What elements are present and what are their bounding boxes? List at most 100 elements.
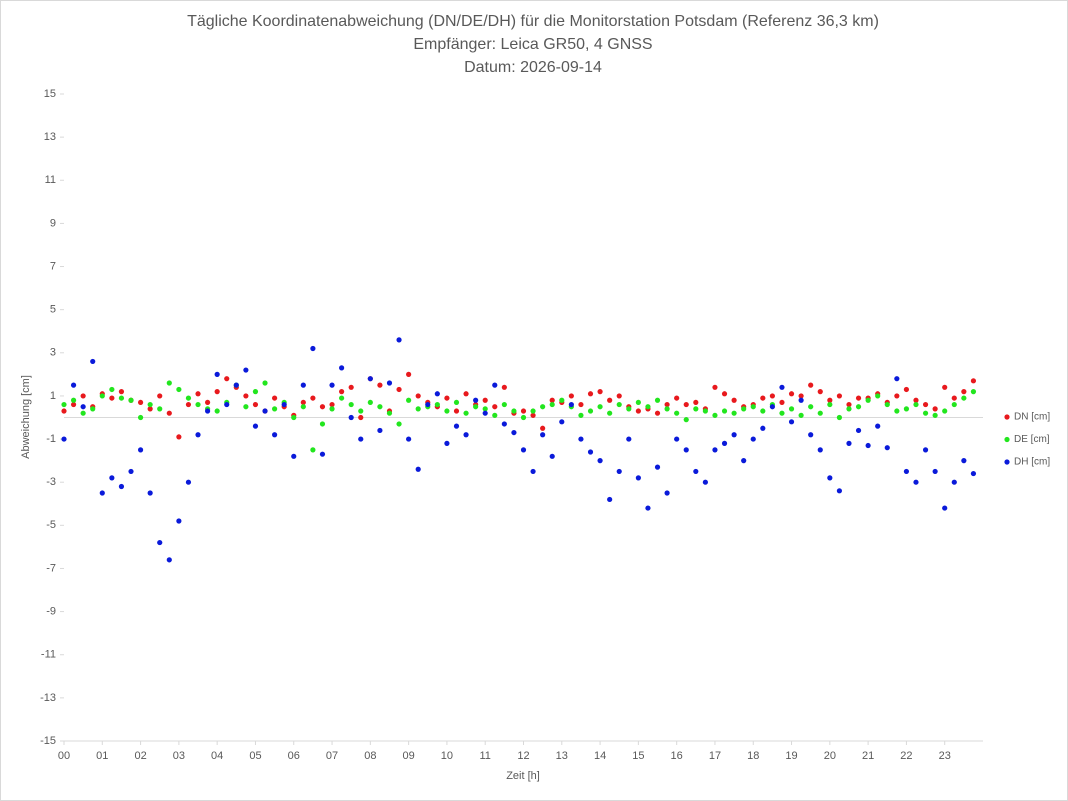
y-tick-label: -1 bbox=[46, 433, 56, 445]
data-point bbox=[377, 404, 383, 410]
data-point bbox=[70, 382, 77, 388]
data-point bbox=[683, 401, 689, 408]
data-point bbox=[568, 401, 574, 408]
data-point bbox=[913, 479, 919, 485]
data-point bbox=[951, 479, 957, 485]
data-point bbox=[865, 397, 871, 403]
data-point bbox=[530, 468, 536, 475]
data-point bbox=[473, 397, 479, 403]
data-point bbox=[626, 406, 632, 412]
data-point bbox=[578, 412, 584, 418]
data-point bbox=[769, 404, 775, 410]
data-point bbox=[587, 449, 594, 455]
data-point bbox=[894, 376, 900, 382]
data-point bbox=[348, 414, 354, 421]
data-point bbox=[654, 464, 661, 470]
data-point bbox=[118, 389, 125, 395]
data-point bbox=[444, 395, 450, 401]
data-point bbox=[70, 401, 77, 408]
data-point bbox=[951, 395, 957, 401]
data-point bbox=[482, 397, 488, 403]
data-point bbox=[721, 408, 728, 414]
x-tick-label: 09 bbox=[403, 750, 415, 762]
data-point bbox=[195, 432, 201, 438]
data-point bbox=[654, 397, 661, 403]
data-point bbox=[329, 401, 335, 408]
y-tick-label: -11 bbox=[41, 649, 56, 661]
data-point bbox=[157, 539, 163, 546]
data-point bbox=[406, 436, 412, 442]
data-point bbox=[386, 380, 393, 386]
data-point bbox=[731, 410, 737, 416]
data-point bbox=[118, 483, 125, 490]
data-point bbox=[855, 395, 862, 401]
data-point bbox=[922, 401, 929, 408]
data-point bbox=[750, 404, 756, 410]
data-point bbox=[817, 410, 823, 416]
data-point bbox=[243, 404, 249, 410]
data-point bbox=[683, 447, 689, 453]
data-point bbox=[827, 397, 833, 403]
data-point bbox=[712, 412, 718, 418]
data-point bbox=[875, 393, 881, 399]
data-point bbox=[942, 408, 948, 414]
data-point bbox=[693, 468, 699, 475]
data-point bbox=[702, 408, 708, 414]
data-point bbox=[70, 397, 77, 403]
x-tick-label: 02 bbox=[134, 750, 146, 762]
data-point bbox=[358, 414, 364, 421]
data-point bbox=[836, 393, 843, 399]
data-point bbox=[157, 406, 163, 412]
x-tick-label: 11 bbox=[479, 750, 490, 762]
data-point bbox=[329, 382, 335, 388]
data-point bbox=[339, 395, 345, 401]
data-point bbox=[520, 447, 527, 453]
x-tick-label: 08 bbox=[364, 750, 376, 762]
data-point bbox=[453, 423, 460, 429]
data-point bbox=[846, 406, 852, 412]
data-point bbox=[607, 496, 613, 503]
data-point bbox=[597, 404, 603, 410]
data-point bbox=[693, 399, 699, 406]
data-point bbox=[635, 475, 641, 481]
data-point bbox=[463, 432, 469, 438]
data-point bbox=[396, 337, 402, 343]
data-point bbox=[166, 557, 172, 563]
data-point bbox=[80, 410, 86, 416]
data-point bbox=[511, 429, 517, 436]
data-point bbox=[616, 393, 622, 399]
data-point bbox=[310, 395, 316, 401]
data-point bbox=[434, 401, 440, 408]
data-point bbox=[798, 397, 804, 403]
data-point bbox=[702, 479, 708, 485]
data-point bbox=[166, 380, 172, 386]
x-tick-label: 21 bbox=[862, 750, 874, 762]
data-point bbox=[291, 453, 297, 459]
data-point bbox=[204, 399, 211, 406]
data-point bbox=[520, 414, 527, 421]
data-point bbox=[176, 434, 182, 440]
y-tick-label: 1 bbox=[50, 390, 56, 402]
data-point bbox=[635, 408, 641, 414]
y-tick-label: -7 bbox=[46, 562, 56, 574]
data-point bbox=[568, 393, 574, 399]
x-axis-label: Zeit [h] bbox=[506, 770, 540, 782]
data-point bbox=[348, 401, 354, 408]
y-tick-label: -9 bbox=[46, 606, 56, 618]
data-point bbox=[137, 399, 144, 406]
x-tick-label: 20 bbox=[824, 750, 836, 762]
data-point bbox=[214, 371, 220, 377]
data-point bbox=[903, 468, 910, 475]
data-point bbox=[760, 395, 766, 401]
data-point bbox=[415, 406, 421, 412]
data-point bbox=[185, 401, 192, 408]
data-point bbox=[358, 408, 364, 414]
data-point bbox=[214, 389, 220, 395]
data-point bbox=[597, 458, 603, 464]
data-point bbox=[377, 382, 383, 388]
data-point bbox=[607, 397, 613, 403]
data-point bbox=[808, 404, 814, 410]
x-tick-label: 17 bbox=[709, 750, 721, 762]
data-point bbox=[243, 367, 249, 373]
